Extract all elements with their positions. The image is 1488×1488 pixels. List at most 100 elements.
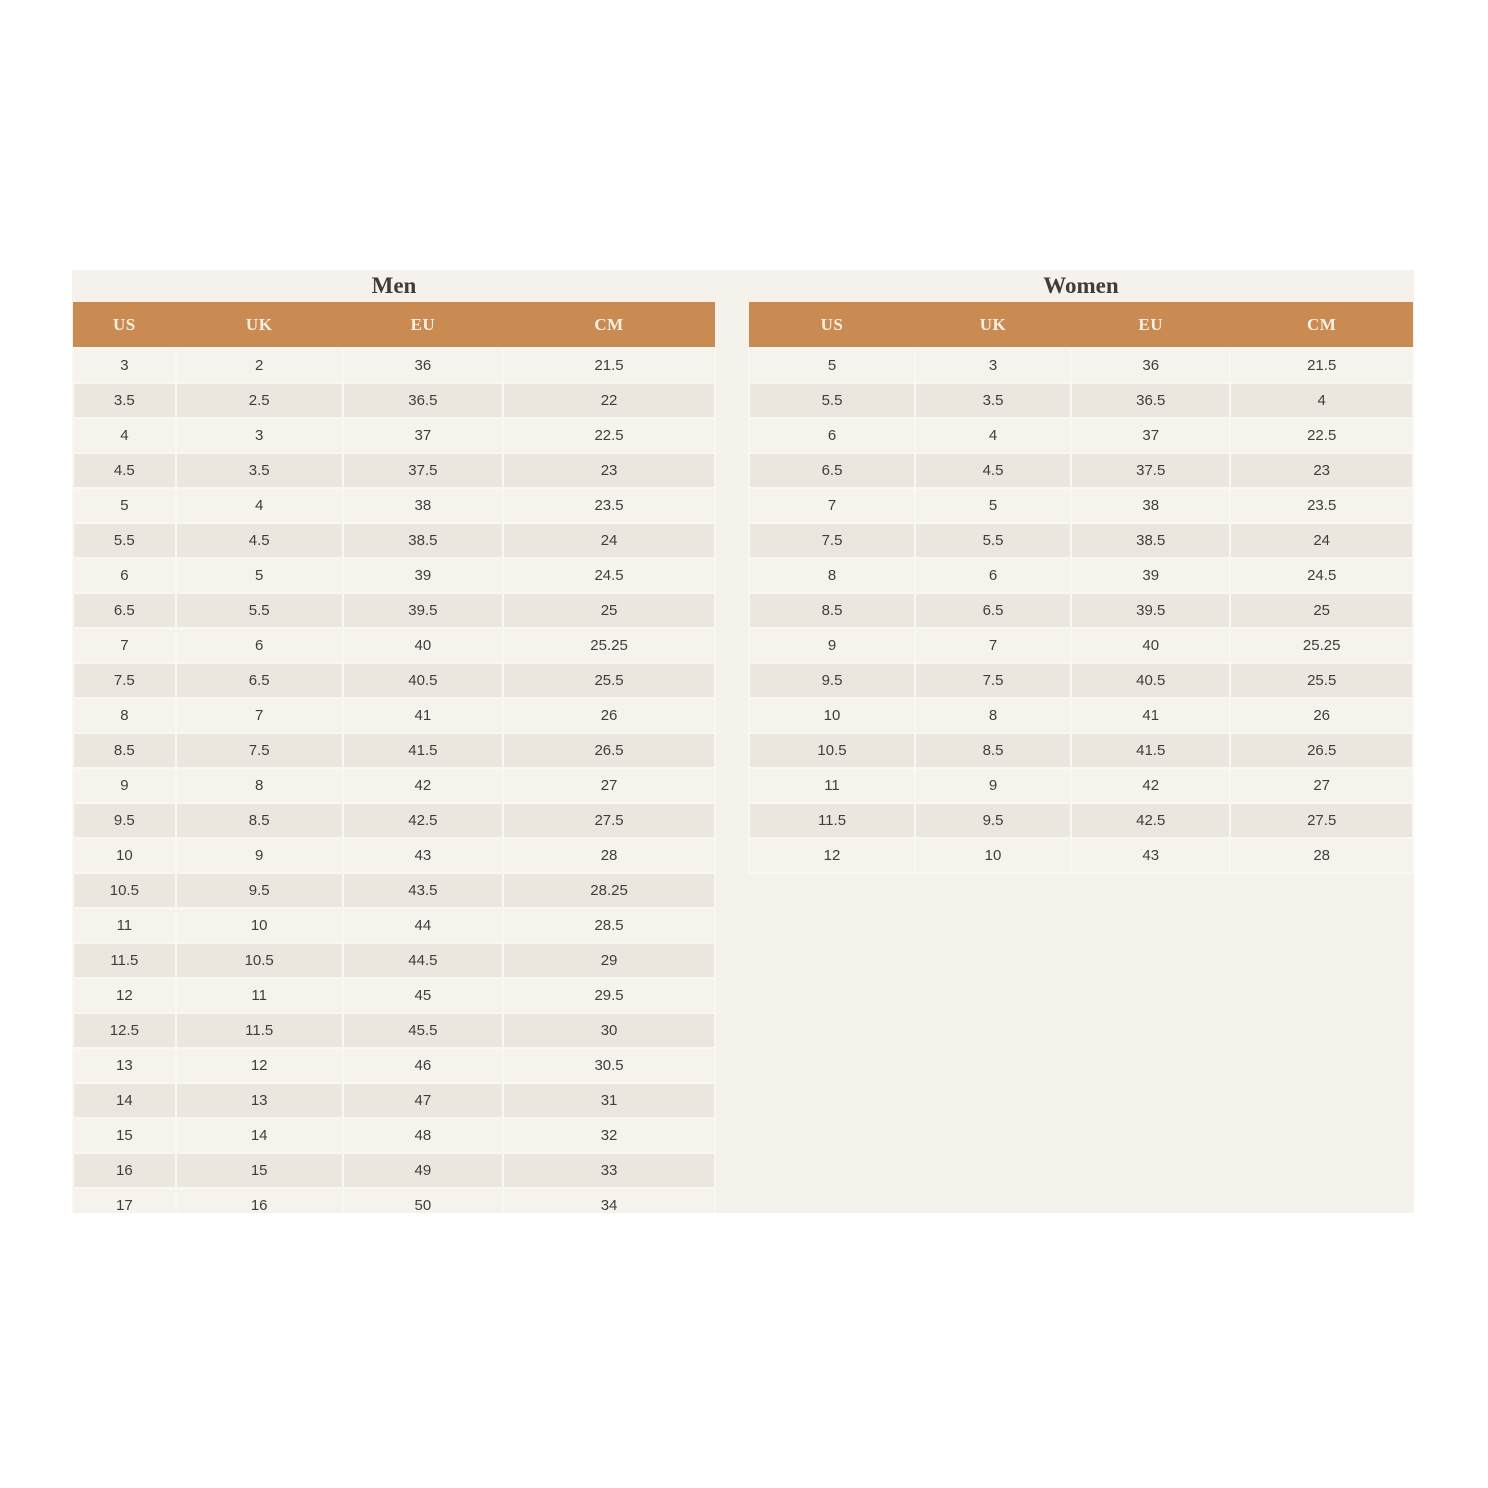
table-row: 6 5 39 24.5 (72, 557, 716, 594)
table-row: 10 8 41 26 (748, 697, 1414, 734)
table-cell: 16 (174, 1187, 344, 1213)
table-cell: 37 (1070, 417, 1232, 454)
table-cell: 13 (174, 1082, 344, 1119)
table-row: 5.5 4.5 38.5 24 (72, 522, 716, 559)
size-chart-panel: Men US UK EU CM 3 2 36 21.5 3.5 2.5 36.5 22 4 3 37… (72, 270, 1414, 1213)
table-cell: 17 (72, 1187, 177, 1213)
table-cell: 5 (174, 557, 344, 594)
table-cell: 5 (72, 487, 177, 524)
table-row: 4.5 3.5 37.5 23 (72, 452, 716, 489)
table-cell: 43 (1070, 837, 1232, 874)
table-cell: 36.5 (1070, 382, 1232, 419)
men-conversion-table: US UK EU CM 3 2 36 21.5 3.5 2.5 36.5 22 4 3 37 22.5… (72, 302, 716, 1213)
table-cell: 27.5 (1229, 802, 1414, 839)
table-cell: 29.5 (502, 977, 716, 1014)
table-cell: 39 (1070, 557, 1232, 594)
table-cell: 23 (502, 452, 716, 489)
table-cell: 9.5 (174, 872, 344, 909)
table-cell: 40 (1070, 627, 1232, 664)
table-row: 7.5 5.5 38.5 24 (748, 522, 1414, 559)
table-cell: 4.5 (913, 452, 1073, 489)
table-cell: 9 (72, 767, 177, 804)
table-cell: 3 (72, 347, 177, 384)
table-cell: 27 (502, 767, 716, 804)
table-cell: 10.5 (174, 942, 344, 979)
table-cell: 7.5 (748, 522, 916, 559)
table-cell: 23.5 (502, 487, 716, 524)
table-cell: 40 (341, 627, 505, 664)
table-cell: 6 (72, 557, 177, 594)
table-cell: 2 (174, 347, 344, 384)
table-cell: 9 (174, 837, 344, 874)
table-cell: 36 (341, 347, 505, 384)
table-cell: 13 (72, 1047, 177, 1084)
table-cell: 6.5 (748, 452, 916, 489)
table-cell: 39 (341, 557, 505, 594)
table-cell: 8 (174, 767, 344, 804)
table-cell: 42 (1070, 767, 1232, 804)
table-cell: 28 (502, 837, 716, 874)
column-header-cm: CM (1230, 302, 1413, 348)
table-cell: 28.25 (502, 872, 716, 909)
table-cell: 9 (748, 627, 916, 664)
table-cell: 15 (174, 1152, 344, 1189)
table-cell: 30 (502, 1012, 716, 1049)
table-cell: 10 (748, 697, 916, 734)
table-row: 6 4 37 22.5 (748, 417, 1414, 454)
table-row: 8.5 7.5 41.5 26.5 (72, 732, 716, 769)
table-row: 12 11 45 29.5 (72, 977, 716, 1014)
table-cell: 11 (174, 977, 344, 1014)
table-row: 3 2 36 21.5 (72, 347, 716, 384)
women-size-table: Women US UK EU CM 5 3 36 21.5 5.5 3.5 36.5 4 6 4 3… (748, 270, 1414, 874)
table-cell: 3.5 (72, 382, 177, 419)
table-cell: 44 (341, 907, 505, 944)
table-cell: 48 (341, 1117, 505, 1154)
column-header-us: US (749, 302, 915, 348)
women-conversion-table: US UK EU CM 5 3 36 21.5 5.5 3.5 36.5 4 6 4 37 22.5 6… (748, 302, 1414, 874)
table-cell: 39.5 (341, 592, 505, 629)
table-cell: 12 (72, 977, 177, 1014)
men-size-table: Men US UK EU CM 3 2 36 21.5 3.5 2.5 36.5 22 4 3 37… (72, 270, 716, 1213)
table-cell: 11.5 (748, 802, 916, 839)
table-cell: 6 (174, 627, 344, 664)
table-cell: 43.5 (341, 872, 505, 909)
table-cell: 8 (748, 557, 916, 594)
table-cell: 14 (72, 1082, 177, 1119)
table-cell: 10 (174, 907, 344, 944)
table-cell: 29 (502, 942, 716, 979)
table-row: 9 8 42 27 (72, 767, 716, 804)
table-cell: 43 (341, 837, 505, 874)
table-cell: 25.5 (1229, 662, 1414, 699)
table-cell: 16 (72, 1152, 177, 1189)
table-cell: 24.5 (502, 557, 716, 594)
table-cell: 10 (72, 837, 177, 874)
table-row: 14 13 47 31 (72, 1082, 716, 1119)
table-row: 11 9 42 27 (748, 767, 1414, 804)
table-cell: 24.5 (1229, 557, 1414, 594)
table-row: 5 3 36 21.5 (748, 347, 1414, 384)
table-cell: 9.5 (748, 662, 916, 699)
table-row: 7.5 6.5 40.5 25.5 (72, 662, 716, 699)
table-cell: 38.5 (341, 522, 505, 559)
table-cell: 12.5 (72, 1012, 177, 1049)
table-cell: 38 (1070, 487, 1232, 524)
women-table-body: 5 3 36 21.5 5.5 3.5 36.5 4 6 4 37 22.5 6.5 4.5 37.5 23 7… (748, 347, 1414, 874)
column-header-eu: EU (342, 302, 504, 348)
table-row: 12 10 43 28 (748, 837, 1414, 874)
table-row: 3.5 2.5 36.5 22 (72, 382, 716, 419)
table-cell: 27 (1229, 767, 1414, 804)
table-cell: 40.5 (341, 662, 505, 699)
table-cell: 38 (341, 487, 505, 524)
table-cell: 7 (174, 697, 344, 734)
table-row: 9.5 7.5 40.5 25.5 (748, 662, 1414, 699)
table-row: 11 10 44 28.5 (72, 907, 716, 944)
table-cell: 9 (913, 767, 1073, 804)
table-cell: 25 (1229, 592, 1414, 629)
table-cell: 26 (1229, 697, 1414, 734)
table-row: 11.5 9.5 42.5 27.5 (748, 802, 1414, 839)
table-cell: 8 (913, 697, 1073, 734)
table-cell: 41 (1070, 697, 1232, 734)
table-cell: 4 (72, 417, 177, 454)
table-cell: 5 (748, 347, 916, 384)
table-cell: 37 (341, 417, 505, 454)
